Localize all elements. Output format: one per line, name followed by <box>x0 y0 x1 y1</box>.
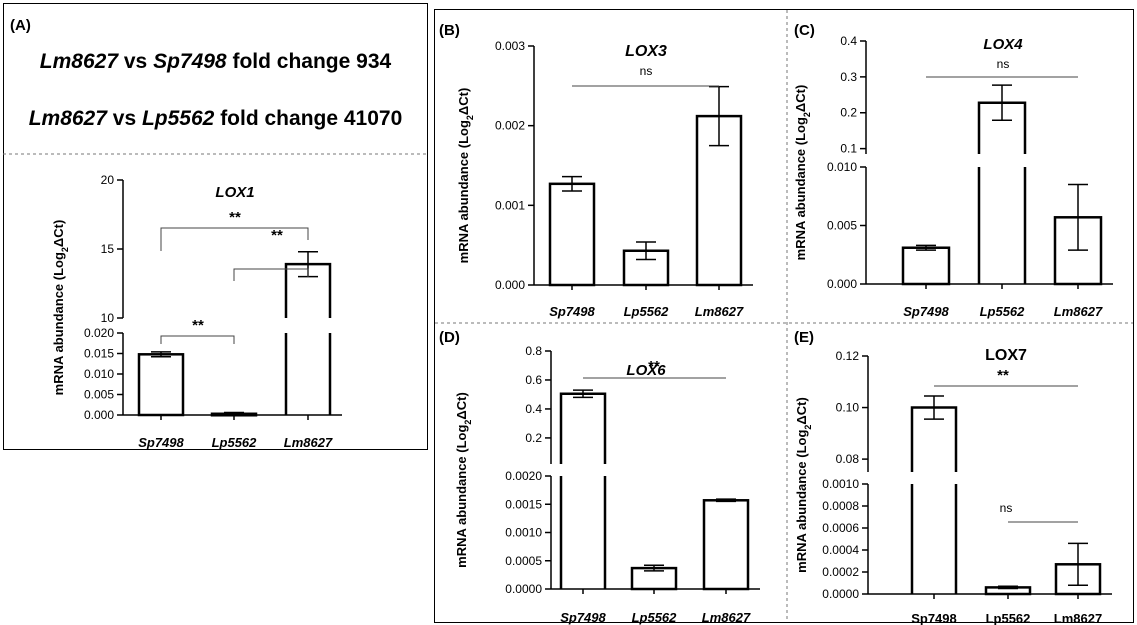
panel-e-label: (E) <box>794 329 814 346</box>
panel-a-y-tick-label: 0.020 <box>84 326 114 340</box>
panel-d-x-tick-label: Sp7498 <box>560 610 606 625</box>
panel-a-y-tick-label: 20 <box>101 173 115 187</box>
panel-b-x-tick-label: Lp5562 <box>624 304 670 319</box>
panel-e-y-tick-label: 0.0008 <box>822 499 859 513</box>
panel-b-ylabel: mRNA abundance (Log2ΔCt) <box>456 88 475 264</box>
panel-a-bar-lower-part <box>284 333 332 415</box>
panel-d-y-tick-label: 0.0005 <box>505 554 542 568</box>
panel-c-y-tick-label: 0.1 <box>840 142 857 156</box>
panel-d-y-tick-label: 0.0015 <box>505 497 542 511</box>
panel-b-x-tick-label: Lm8627 <box>695 304 744 319</box>
panel-a-frame <box>3 3 428 450</box>
panel-a-y-tick-label: 15 <box>101 242 115 256</box>
panel-c-x-tick-label: Lp5562 <box>980 304 1026 319</box>
panel-d-x-tick-label: Lp5562 <box>632 610 678 625</box>
panel-e-x-tick-label: Lp5562 <box>986 611 1031 625</box>
panel-b-x-tick-label: Sp7498 <box>549 304 595 319</box>
panel-a-x-tick-label: Lm8627 <box>284 435 333 450</box>
panels-bcde-frame <box>434 9 1134 623</box>
panel-d-bar <box>559 392 607 464</box>
panel-d-y-tick-label: 0.2 <box>525 431 542 445</box>
panel-c-title: LOX4 <box>983 36 1023 53</box>
panel-c-significance-label: ns <box>997 57 1010 71</box>
panel-c-x-tick-label: Lm8627 <box>1054 304 1103 319</box>
panel-e-x-tick-label: Lm8627 <box>1054 611 1102 625</box>
panel-c-y-tick-label: 0.010 <box>827 160 857 174</box>
panel-a-title: LOX1 <box>215 184 254 201</box>
panel-e-y-tick-label: 0.0000 <box>822 587 859 601</box>
panel-d-bar-lower-part <box>559 476 607 589</box>
panel-e-y-tick-label: 0.0004 <box>822 543 859 557</box>
panel-c-x-tick-label: Sp7498 <box>903 304 949 319</box>
panel-d-y-tick-label: 0.0020 <box>505 469 542 483</box>
panel-a-y-tick-label: 0.000 <box>84 408 114 422</box>
panel-e-y-tick-label: 0.0006 <box>822 521 859 535</box>
panel-e-y-tick-label: 0.12 <box>836 349 860 363</box>
fold-change-line-2: Lm8627 vs Lp5562 fold change 41070 <box>28 107 403 130</box>
panel-d-label: (D) <box>439 329 460 346</box>
panel-d-significance-label: ** <box>648 358 660 375</box>
panel-c-y-tick-label: 0.4 <box>840 34 857 48</box>
panel-b-significance-label: ns <box>640 64 653 78</box>
panel-d-y-tick-label: 0.6 <box>525 373 542 387</box>
panel-d-y-tick-label: 0.0010 <box>505 526 542 540</box>
panel-d-y-tick-label: 0.0000 <box>505 582 542 596</box>
panel-d-x-tick-label: Lm8627 <box>702 610 751 625</box>
panel-b-title: LOX3 <box>625 43 667 60</box>
panel-a-x-tick-label: Sp7498 <box>138 435 184 450</box>
panel-a-ylabel: mRNA abundance (Log2ΔCt) <box>51 220 70 396</box>
panel-c-label: (C) <box>794 22 815 39</box>
panel-d-y-tick-label: 0.8 <box>525 344 542 358</box>
panel-a-significance-bracket <box>160 227 309 251</box>
panel-d-y-tick-label: 0.4 <box>525 402 542 416</box>
panel-e-bar-lower-part <box>910 484 958 594</box>
panel-b-y-tick-label: 0.003 <box>495 39 525 53</box>
panel-d-title: LOX6 <box>626 362 666 379</box>
panel-b-y-tick-label: 0.001 <box>495 198 525 212</box>
panel-c-y-tick-label: 0.3 <box>840 70 857 84</box>
panel-e-y-tick-label: 0.10 <box>836 401 860 415</box>
panel-a-significance-label: ** <box>229 209 241 226</box>
panel-a-bar <box>137 353 185 417</box>
fold-change-line-1: Lm8627 vs Sp7498 fold change 934 <box>39 50 392 73</box>
panel-a-y-tick-label: 0.010 <box>84 367 114 381</box>
panel-d-ylabel: mRNA abundance (Log2ΔCt) <box>454 392 473 568</box>
panel-e-y-tick-label: 0.0002 <box>822 565 859 579</box>
panel-a-y-tick-label: 0.015 <box>84 347 114 361</box>
panel-b-y-tick-label: 0.002 <box>495 119 525 133</box>
panel-a-y-tick-label: 0.005 <box>84 388 114 402</box>
panel-b-y-tick-label: 0.000 <box>495 278 525 292</box>
panel-a-significance-label: ** <box>271 227 283 244</box>
panel-c-bar <box>901 246 951 286</box>
panel-c-y-tick-label: 0.2 <box>840 106 857 120</box>
panel-e-ylabel: mRNA abundance (Log2ΔCt) <box>794 397 813 573</box>
panel-a-significance-bracket <box>233 268 309 281</box>
panel-e-title: LOX7 <box>985 347 1027 364</box>
panel-e-y-tick-label: 0.0010 <box>822 477 859 491</box>
panel-e-significance-label: ns <box>1000 501 1013 515</box>
panel-c-bar-lower-part <box>977 167 1027 284</box>
panel-d-bar <box>702 499 750 591</box>
panel-e-x-tick-label: Sp7498 <box>911 611 957 625</box>
panel-b-label: (B) <box>439 22 460 39</box>
panel-e-y-tick-label: 0.08 <box>836 452 860 466</box>
panel-c-y-tick-label: 0.000 <box>827 277 857 291</box>
panel-e-significance-label: ** <box>997 367 1009 384</box>
panel-a-x-tick-label: Lp5562 <box>212 435 258 450</box>
panel-a-label: (A) <box>10 17 31 34</box>
panel-a-y-tick-label: 10 <box>101 311 115 325</box>
panel-b-bar <box>548 182 596 287</box>
panel-a-significance-bracket <box>160 335 235 344</box>
panel-c-ylabel: mRNA abundance (Log2ΔCt) <box>793 85 812 261</box>
panel-a-significance-label: ** <box>192 317 204 334</box>
panel-c-y-tick-label: 0.005 <box>827 219 857 233</box>
